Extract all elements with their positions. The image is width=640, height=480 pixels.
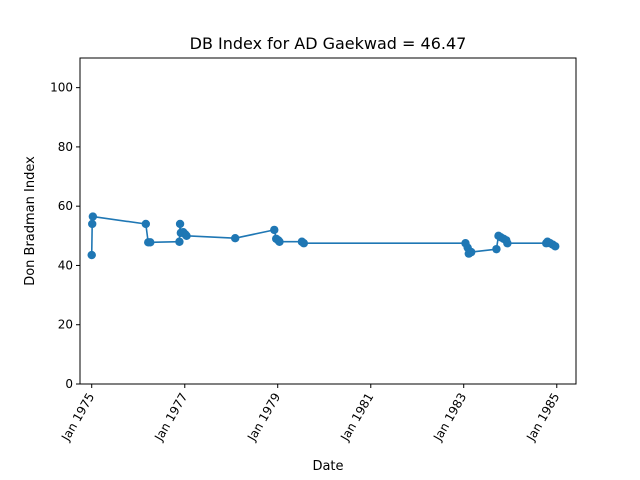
data-point — [270, 225, 279, 235]
y-tick-label: 0 — [65, 377, 73, 391]
chart-title: DB Index for AD Gaekwad = 46.47 — [190, 34, 467, 53]
data-point — [146, 238, 155, 247]
y-tick-label: 40 — [58, 258, 73, 272]
x-tick-label: Jan 1979 — [244, 391, 283, 445]
x-tick-label: Jan 1981 — [337, 391, 376, 445]
axes-frame — [79, 57, 577, 385]
y-tick-label: 80 — [58, 140, 73, 154]
data-point — [141, 219, 151, 229]
data-point — [230, 233, 240, 243]
x-tick-label: Jan 1983 — [430, 391, 469, 445]
data-point — [299, 239, 309, 248]
data-point — [182, 231, 191, 241]
x-tick-label: Jan 1985 — [523, 391, 562, 445]
x-tick-label: Jan 1975 — [58, 391, 97, 445]
data-point — [88, 212, 98, 221]
data-point — [87, 250, 96, 260]
x-axis: Jan 1975 Jan 1977 Jan 1979 Jan 1981 Jan 1983… — [58, 384, 562, 444]
data-point — [503, 239, 512, 248]
data-point — [175, 237, 184, 246]
y-tick-label: 60 — [58, 199, 73, 213]
data-point — [492, 244, 501, 254]
data-point — [275, 237, 284, 246]
y-tick-label: 20 — [58, 318, 73, 332]
data-point — [175, 219, 185, 229]
y-axis: 0 20 40 60 80 100 — [50, 81, 80, 391]
y-axis-label: Don Bradman Index — [23, 156, 38, 286]
data-point — [467, 247, 476, 257]
x-axis-label: Date — [312, 459, 343, 474]
data-point — [551, 242, 560, 251]
data-point — [88, 219, 97, 229]
y-tick-label: 100 — [50, 81, 73, 95]
series-line — [90, 215, 556, 256]
plot-area — [87, 212, 560, 260]
x-tick-label: Jan 1977 — [151, 391, 190, 445]
